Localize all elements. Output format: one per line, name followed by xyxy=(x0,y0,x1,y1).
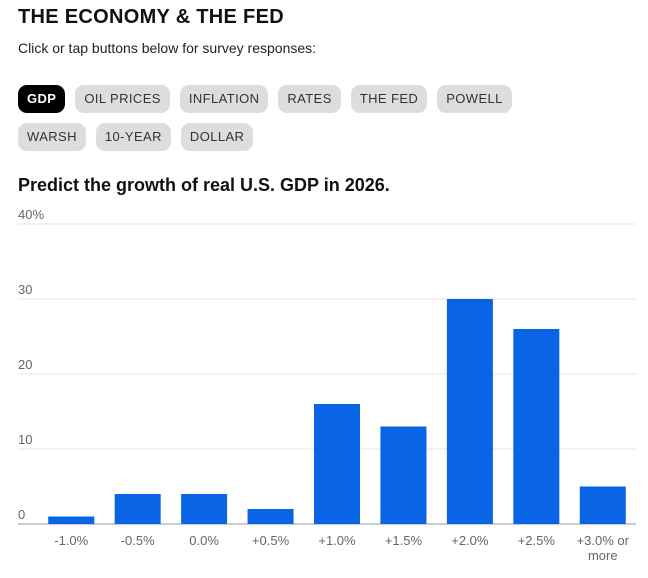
bar xyxy=(314,404,360,524)
tab-button[interactable]: DOLLAR xyxy=(180,123,254,151)
bar xyxy=(513,329,560,524)
y-tick-label: 20 xyxy=(18,357,33,372)
x-tick-label: +1.5% xyxy=(384,533,423,548)
x-tick-label: +3.0% or more xyxy=(576,533,629,563)
subtitle: Click or tap buttons below for survey re… xyxy=(18,40,317,56)
bar xyxy=(181,494,228,524)
bar xyxy=(114,494,161,524)
button-bar: GDP OIL PRICES INFLATION RATES THE FED POWELL… xyxy=(18,85,518,151)
tab-button[interactable]: OIL PRICES xyxy=(75,85,170,113)
bar xyxy=(380,426,427,524)
tab-button[interactable]: RATES xyxy=(278,85,341,113)
bar xyxy=(247,509,294,524)
bar xyxy=(579,486,626,524)
bar xyxy=(48,516,95,524)
x-tick-label: 0.0% xyxy=(189,533,219,548)
tab-button[interactable]: POWELL xyxy=(437,85,512,113)
x-tick-label: -1.0% xyxy=(54,533,89,548)
page-title: THE ECONOMY & THE FED xyxy=(18,6,284,28)
x-tick-label: +2.0% xyxy=(451,533,489,548)
tab-button[interactable]: GDP xyxy=(18,85,66,113)
tab-button[interactable]: INFLATION xyxy=(179,85,269,113)
chart-title: Predict the growth of real U.S. GDP in 2… xyxy=(18,175,390,195)
y-tick-label: 10 xyxy=(18,432,33,447)
x-tick-label: +0.5% xyxy=(251,533,290,548)
tab-button[interactable]: THE FED xyxy=(350,85,428,113)
x-tick-label: -0.5% xyxy=(120,533,155,548)
y-tick-label: 30 xyxy=(18,282,33,297)
y-tick-label: 40% xyxy=(18,207,45,222)
y-tick-label: 0 xyxy=(18,507,26,522)
bar xyxy=(446,299,493,524)
tab-button[interactable]: WARSH xyxy=(18,123,86,151)
x-tick-label: +1.0% xyxy=(318,533,356,548)
x-tick-label: +2.5% xyxy=(517,533,555,548)
tab-button[interactable]: 10-YEAR xyxy=(95,123,171,151)
